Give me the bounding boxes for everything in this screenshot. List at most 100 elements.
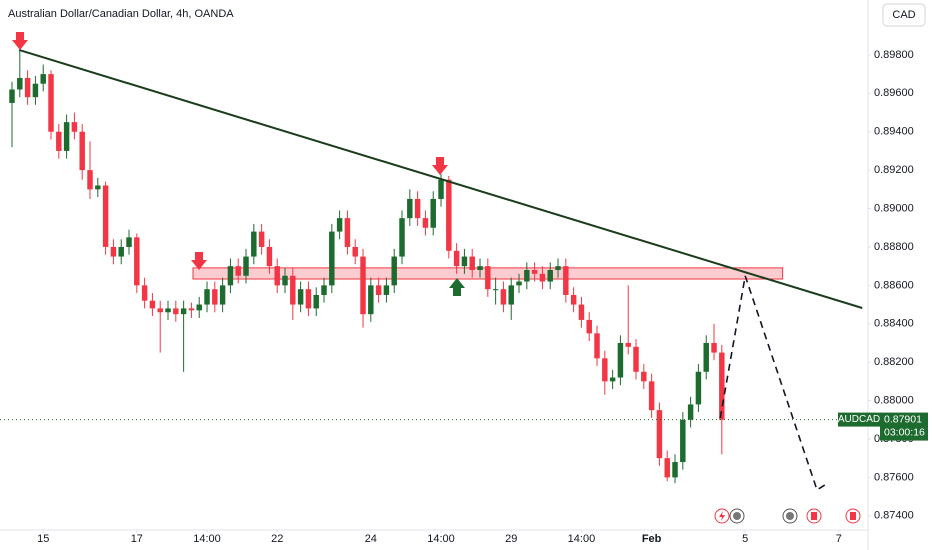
candle-body: [625, 342, 631, 347]
x-tick-label: 5: [742, 533, 748, 545]
candle-body: [24, 77, 31, 98]
candle-body: [157, 308, 163, 313]
candle-body: [469, 256, 475, 270]
price-tag: [880, 412, 928, 441]
candle-body: [173, 308, 179, 315]
x-tick-label: 29: [505, 533, 517, 545]
candle-body: [40, 74, 46, 84]
candle-body: [9, 89, 15, 103]
candle-body: [703, 342, 709, 372]
candle-body: [446, 179, 452, 251]
candle-body: [313, 294, 319, 309]
candle-body: [188, 308, 195, 311]
candle-body: [695, 371, 702, 405]
candle-body: [56, 131, 62, 151]
event-icons: [714, 508, 861, 524]
candle-body: [492, 289, 499, 291]
x-tick-label: Feb: [642, 533, 662, 545]
candle-body: [71, 122, 78, 132]
candle-body: [633, 346, 639, 372]
candle-body: [594, 333, 600, 359]
candle-body: [63, 122, 70, 151]
x-tick-label: 24: [365, 533, 377, 545]
candle-body: [360, 256, 366, 315]
chart-title: Australian Dollar/Canadian Dollar, 4h, O…: [8, 8, 234, 20]
candle-body: [508, 285, 514, 305]
candle-body: [680, 419, 686, 463]
candle-body: [79, 131, 85, 171]
candle-body: [95, 185, 101, 190]
candle-body: [212, 289, 218, 305]
candle-body: [430, 198, 436, 228]
x-tick-label: 17: [131, 533, 143, 545]
candle-body: [251, 231, 257, 257]
candle-body: [297, 289, 304, 305]
candle-body: [375, 285, 382, 295]
y-tick-label: 0.89800: [874, 49, 914, 61]
symbol-tag: [838, 412, 880, 427]
x-tick-label: 22: [271, 533, 283, 545]
arrow-up: [449, 278, 465, 296]
projection-path: [719, 275, 826, 492]
candle-body: [258, 231, 265, 247]
candle-body: [453, 250, 460, 267]
currency-button-label[interactable]: CAD: [892, 9, 915, 21]
candle-body: [461, 256, 468, 267]
plot: [0, 48, 868, 492]
y-tick-label: 0.89600: [874, 87, 914, 99]
candle-body: [687, 404, 694, 420]
candle-body: [477, 266, 483, 270]
candle-body: [570, 294, 577, 305]
candle-body: [617, 342, 624, 378]
candle-body: [118, 246, 124, 257]
candle-body: [531, 269, 538, 274]
candle-body: [219, 285, 226, 305]
candle-body: [414, 198, 421, 219]
arrow-down: [12, 32, 448, 270]
candle-body: [204, 289, 210, 305]
candle-body: [235, 266, 241, 276]
candle-body: [563, 266, 569, 295]
candle-body: [336, 218, 343, 232]
y-tick-label: 0.88600: [874, 279, 914, 291]
candle-body: [391, 256, 397, 286]
candle-body: [290, 275, 296, 305]
candle-body: [664, 458, 670, 478]
y-tick-label: 0.89200: [874, 164, 914, 176]
y-tick-label: 0.88400: [874, 318, 914, 330]
y-tick-label: 0.89400: [874, 126, 914, 138]
candle-body: [180, 308, 187, 315]
candle-body: [266, 246, 273, 267]
candle-body: [305, 289, 312, 309]
candle-body: [602, 358, 608, 382]
candle-body: [485, 266, 491, 290]
candle-body: [586, 319, 592, 334]
candle-body: [516, 281, 522, 286]
candle-body: [282, 275, 288, 286]
candle-body: [344, 218, 351, 247]
candle-body: [407, 198, 413, 219]
y-tick-label: 0.89000: [874, 202, 914, 214]
candle-body: [524, 269, 530, 282]
candle-body: [609, 377, 616, 382]
candle-body: [438, 179, 444, 199]
candle-body: [126, 237, 132, 247]
candle-body: [329, 231, 335, 286]
x-tick-label: 7: [836, 533, 842, 545]
candle-body: [149, 300, 156, 309]
x-tick-label: 14:00: [193, 533, 221, 545]
currency-button[interactable]: [882, 3, 926, 27]
y-tick-label: 0.88200: [874, 356, 914, 368]
x-tick-label: 14:00: [568, 533, 596, 545]
candle-body: [672, 462, 678, 478]
candle-body: [165, 308, 171, 313]
symbol-tag-label: AUDCAD: [838, 414, 880, 425]
candle-body: [719, 352, 725, 420]
candle-body: [547, 269, 553, 282]
y-tick-label: 0.88800: [874, 241, 914, 253]
candle-body: [555, 266, 561, 270]
candle-body: [110, 246, 117, 257]
candle-body: [656, 410, 663, 459]
